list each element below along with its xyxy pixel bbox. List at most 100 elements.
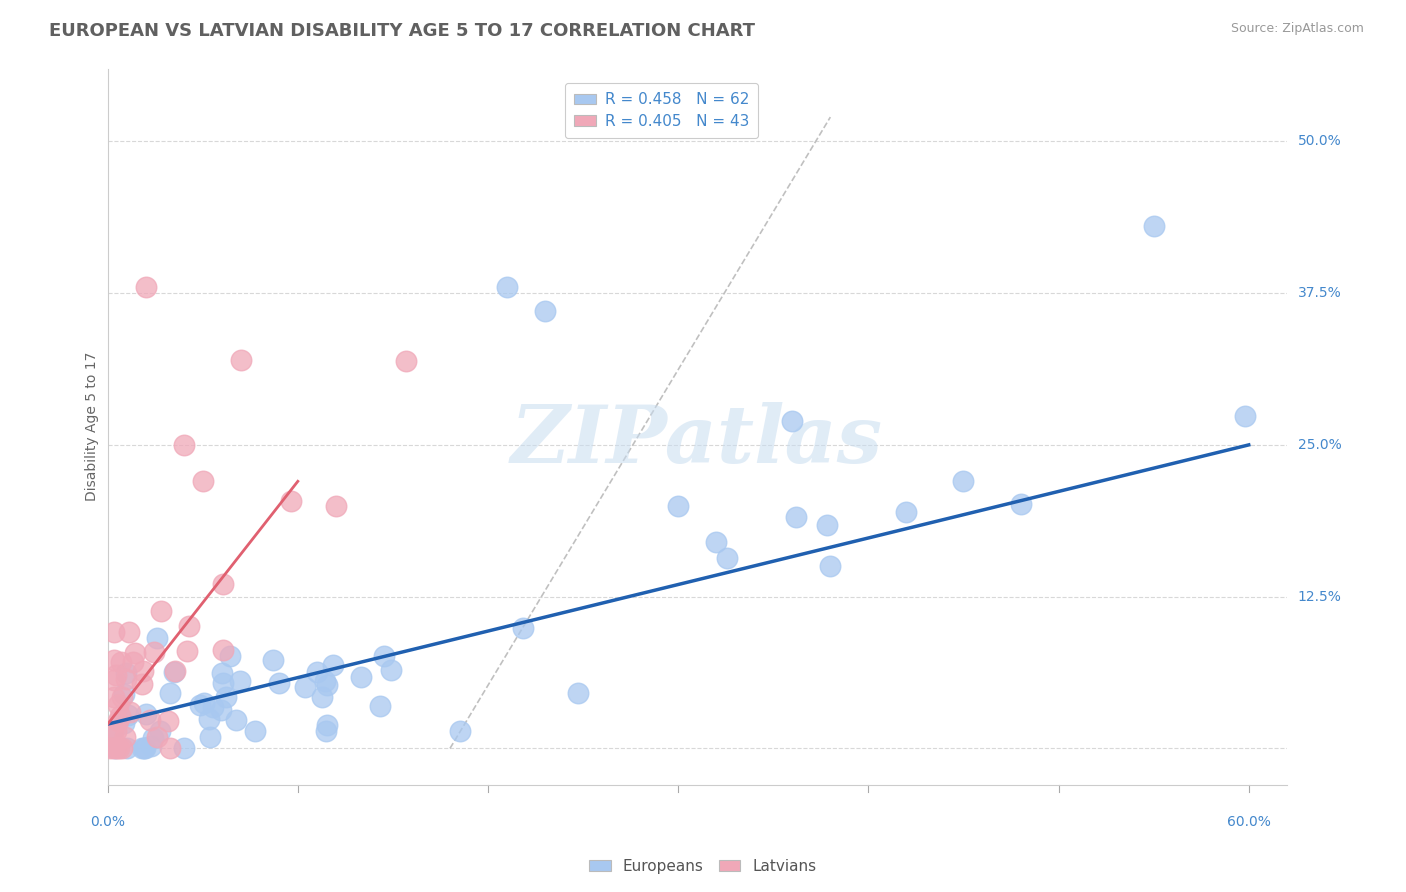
Point [112,687,135,701]
Point [142,731,165,745]
Point [103,673,125,687]
Point [1010,497,1032,511]
Point [139,713,162,727]
Point [716,551,738,566]
Point [1233,409,1256,424]
Point [305,665,328,679]
Legend: Europeans, Latvians: Europeans, Latvians [583,853,823,880]
Point [315,717,337,731]
Point [368,698,391,713]
Point [198,712,221,726]
Point [245,724,267,739]
Text: 50.0%: 50.0% [1298,135,1341,148]
Point [534,304,557,318]
Point [122,656,145,670]
Point [373,648,395,663]
Point [267,675,290,690]
Point [141,739,163,753]
Point [103,741,125,756]
Point [135,707,157,722]
Point [316,678,339,692]
Text: 37.5%: 37.5% [1298,286,1341,300]
Point [211,666,233,681]
Point [103,625,125,640]
Point [135,280,157,294]
Point [198,730,221,744]
Point [115,672,138,686]
Point [143,645,166,659]
Point [163,664,186,678]
Point [262,653,284,667]
Point [314,674,336,689]
Text: Source: ZipAtlas.com: Source: ZipAtlas.com [1230,22,1364,36]
Point [131,741,153,756]
Point [173,741,195,756]
Point [124,646,146,660]
Point [496,280,519,294]
Point [108,741,131,756]
Point [193,696,215,710]
Point [782,414,804,428]
Point [229,673,252,688]
Point [315,724,337,739]
Point [132,664,155,678]
Point [117,741,139,756]
Text: 60.0%: 60.0% [1227,815,1271,830]
Point [815,518,838,533]
Point [219,649,242,664]
Point [666,499,689,513]
Point [820,559,842,574]
Point [395,354,418,368]
Point [294,680,316,694]
Point [108,708,131,723]
Point [103,690,125,704]
Point [103,653,125,667]
Point [159,686,181,700]
Point [190,698,212,712]
Point [134,741,156,756]
Point [107,698,129,712]
Point [118,625,141,640]
Text: 12.5%: 12.5% [1298,590,1341,604]
Point [512,621,534,635]
Point [104,741,127,756]
Point [111,741,134,756]
Text: 0.0%: 0.0% [90,815,125,830]
Point [212,676,235,690]
Point [117,708,139,723]
Point [114,731,136,745]
Point [179,619,201,633]
Point [157,714,180,728]
Point [449,724,471,739]
Point [101,723,124,738]
Point [952,475,974,489]
Point [209,703,232,717]
Point [212,643,235,657]
Point [105,741,128,756]
Point [229,352,252,367]
Point [104,724,127,739]
Legend: R = 0.458   N = 62, R = 0.405   N = 43: R = 0.458 N = 62, R = 0.405 N = 43 [565,83,758,137]
Point [350,669,373,683]
Point [202,700,225,714]
Text: ZIPatlas: ZIPatlas [512,402,883,480]
Point [101,725,124,739]
Point [146,730,169,744]
Y-axis label: Disability Age 5 to 17: Disability Age 5 to 17 [86,352,100,501]
Point [115,665,138,680]
Point [104,668,127,682]
Point [380,664,402,678]
Point [118,705,141,719]
Point [110,655,132,669]
Point [704,535,727,549]
Point [211,577,233,591]
Point [785,510,807,524]
Point [1143,219,1166,234]
Point [131,676,153,690]
Point [322,658,344,673]
Point [163,665,186,679]
Text: 25.0%: 25.0% [1298,438,1341,452]
Point [567,686,589,700]
Point [132,741,155,756]
Point [112,716,135,731]
